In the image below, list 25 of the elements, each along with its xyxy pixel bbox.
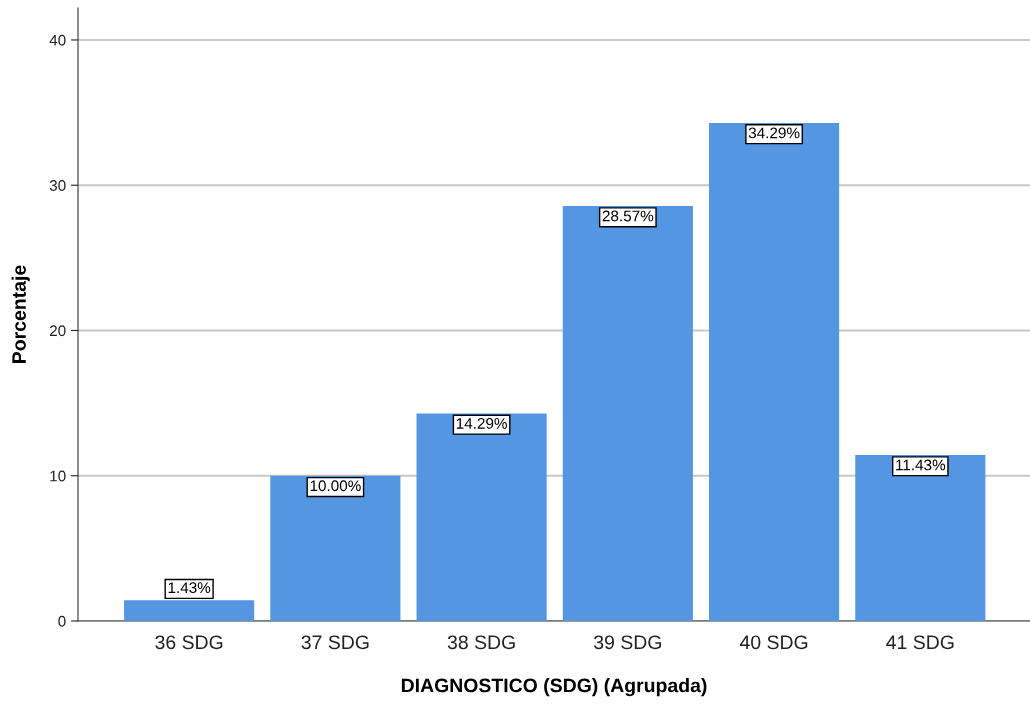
- data-label: 10.00%: [310, 480, 361, 492]
- bar: [416, 413, 547, 621]
- data-label: 28.57%: [602, 210, 654, 222]
- x-tick-label: 41 SDG: [886, 635, 954, 650]
- bar: [709, 122, 840, 621]
- bar: [270, 475, 401, 621]
- data-label: 14.29%: [456, 417, 507, 429]
- x-tick-label: 40 SDG: [739, 635, 808, 650]
- y-tick-label: 10: [50, 470, 66, 482]
- x-tick-label: 37 SDG: [301, 635, 369, 650]
- x-axis-title: DIAGNOSTICO (SDG) (Agrupada): [401, 678, 707, 697]
- bar: [855, 454, 986, 621]
- y-tick-label: 20: [49, 325, 66, 337]
- y-tick-label: 40: [49, 34, 66, 46]
- x-tick-label: 36 SDG: [155, 635, 223, 650]
- x-tick-label: 38 SDG: [447, 635, 515, 650]
- data-label: 34.29%: [748, 127, 800, 139]
- data-label: 11.43%: [896, 459, 946, 471]
- y-tick-label: 0: [58, 615, 66, 627]
- y-tick-label: 30: [49, 180, 66, 191]
- y-axis-title: Porcentaje: [11, 265, 30, 363]
- data-label: 1.43%: [168, 582, 211, 594]
- bar: [124, 600, 255, 621]
- x-tick-label: 39 SDG: [594, 635, 661, 650]
- bar: [562, 205, 693, 621]
